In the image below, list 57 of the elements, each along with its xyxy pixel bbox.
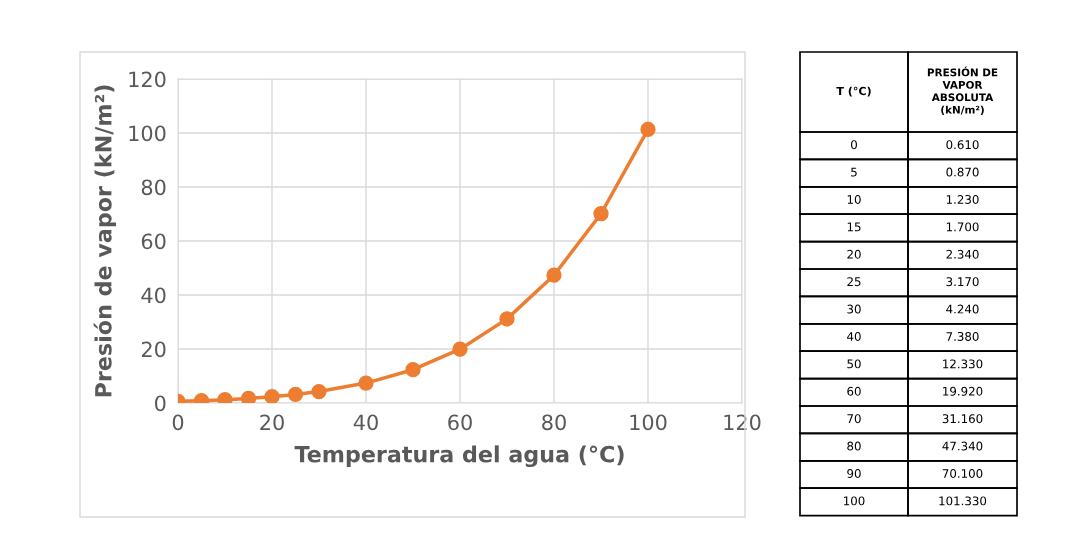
point — [499, 311, 515, 327]
y-tick-label: 40 — [141, 287, 166, 304]
point — [405, 362, 421, 378]
x-tick-label: 120 — [724, 414, 761, 431]
text: 30 — [847, 304, 861, 314]
text: 0.610 — [946, 140, 979, 150]
text: 7.380 — [946, 332, 979, 341]
y-tick-label: 120 — [129, 71, 166, 88]
y-tick-label: 80 — [141, 179, 166, 196]
text: 0 — [851, 140, 857, 150]
x-axis-title: Temperatura del agua (°C) — [294, 445, 624, 468]
text: 31.160 — [942, 414, 983, 424]
point — [240, 390, 257, 403]
text: 20 — [847, 249, 861, 259]
x-tick-label: 20 — [260, 414, 284, 431]
text: 101.330 — [939, 496, 987, 506]
x-tick-label: 100 — [630, 414, 667, 431]
y-tick-label: 100 — [129, 125, 166, 142]
y-tick-label: 0 — [155, 395, 166, 412]
text: 90 — [847, 469, 861, 478]
text: 19.920 — [943, 386, 983, 396]
text: 5 — [851, 167, 857, 177]
y-axis-title: Presión de vapor (kN/m²) — [93, 85, 117, 397]
text: 10 — [847, 195, 861, 204]
point — [358, 375, 374, 391]
point — [640, 121, 656, 138]
point — [546, 267, 562, 283]
text: PRESIÓN DE VAPOR ABSOLUTA (kN/m²) — [927, 66, 998, 115]
text: 60 — [847, 386, 861, 396]
point — [452, 341, 468, 357]
text: 25 — [847, 277, 861, 287]
text: T (°C) — [836, 86, 871, 97]
text: 2.340 — [946, 249, 979, 259]
point — [311, 383, 327, 400]
text: 47.340 — [942, 441, 983, 451]
point — [287, 386, 304, 403]
text: 50 — [847, 359, 861, 369]
y-tick-label: 20 — [141, 341, 166, 358]
y-tick-label: 60 — [141, 233, 166, 250]
x-tick-label: 60 — [448, 414, 472, 431]
point — [593, 206, 609, 222]
text: 1.700 — [946, 222, 979, 232]
text: 12.330 — [943, 359, 983, 369]
point — [264, 389, 280, 403]
x-tick-label: 0 — [172, 414, 184, 431]
text: 4.240 — [946, 304, 979, 314]
x-tick-label: 80 — [542, 414, 566, 431]
text: 70.100 — [942, 469, 983, 478]
text: 70 — [847, 414, 861, 424]
text: 100 — [844, 496, 865, 506]
text: 1.230 — [946, 195, 979, 204]
text: 80 — [847, 441, 861, 451]
x-tick-label: 40 — [353, 414, 378, 431]
text: 40 — [847, 332, 861, 341]
text: 15 — [847, 222, 861, 232]
text: 0.870 — [946, 167, 979, 177]
text: 3.170 — [946, 277, 979, 287]
